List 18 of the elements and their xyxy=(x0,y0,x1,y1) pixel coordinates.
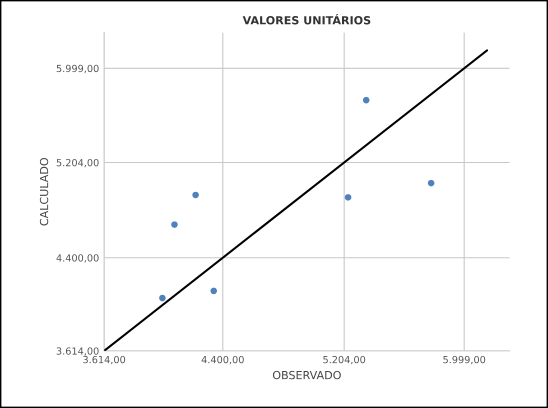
y-tick-label: 4.400,00 xyxy=(56,254,99,263)
x-tick-label: 4.400,00 xyxy=(202,356,244,364)
x-tick-label: 3.614,00 xyxy=(83,356,126,364)
x-axis-title: OBSERVADO xyxy=(272,370,341,380)
point xyxy=(362,96,370,104)
y-axis-title: CALCULADO xyxy=(40,158,48,226)
chart-title: VALORES UNITÁRIOS xyxy=(242,14,370,24)
y-tick-label: 5.204,00 xyxy=(56,158,99,168)
point xyxy=(428,180,434,186)
point xyxy=(344,194,352,201)
point xyxy=(159,294,166,302)
x-tick-label: 5.204,00 xyxy=(323,356,366,364)
y-tick-label: 3.614,00 xyxy=(56,347,99,356)
x-tick-label: 5.999,00 xyxy=(443,356,486,364)
point xyxy=(171,221,178,228)
point xyxy=(192,192,199,198)
point xyxy=(210,288,217,294)
y-tick-label: 5.999,00 xyxy=(56,64,99,74)
